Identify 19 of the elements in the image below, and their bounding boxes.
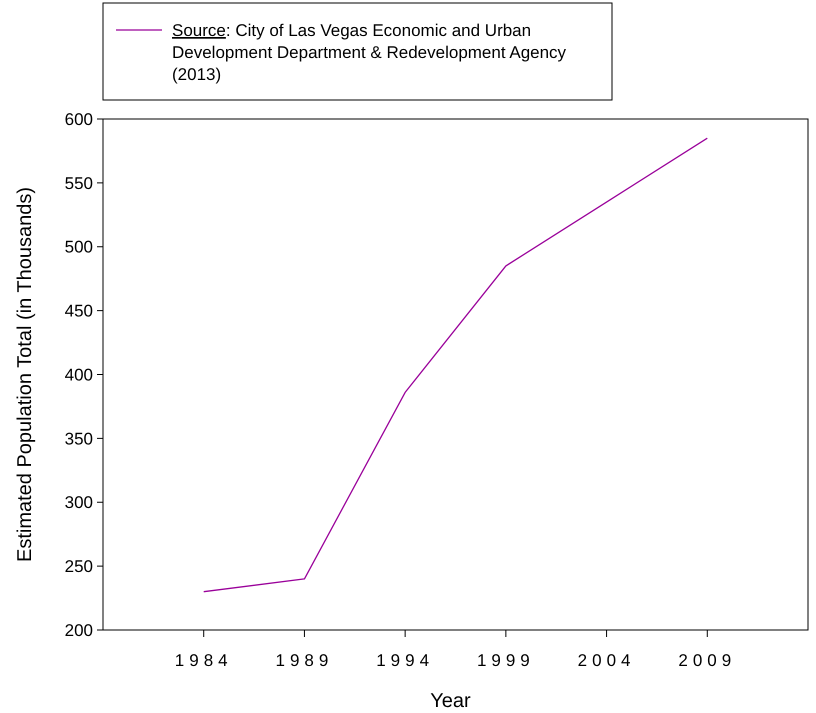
y-tick-label: 250 [64, 557, 93, 576]
y-axis-title: Estimated Population Total (in Thousands) [14, 186, 36, 562]
y-tick-label: 300 [64, 493, 93, 512]
x-tick-label: 1984 [174, 651, 233, 670]
x-tick-label: 1994 [376, 651, 434, 670]
x-tick-label: 2004 [578, 651, 636, 670]
y-tick-label: 400 [64, 365, 93, 384]
y-tick-label: 450 [64, 302, 93, 321]
legend-label: Source: City of Las Vegas Economic and Urban Development Department & Redevelopment Agency (2013) [172, 21, 567, 84]
x-tick-label: 2009 [678, 651, 736, 670]
y-tick-label: 350 [64, 429, 93, 448]
y-tick-label: 600 [64, 110, 93, 129]
y-tick-label: 500 [64, 238, 93, 257]
y-tick-label: 550 [64, 174, 93, 193]
line-series [203, 138, 708, 592]
y-tick-label: 200 [64, 620, 93, 640]
x-axis-title: Year [430, 690, 472, 712]
x-tick-label: 1989 [276, 651, 334, 670]
x-tick-label: 1999 [476, 651, 535, 670]
